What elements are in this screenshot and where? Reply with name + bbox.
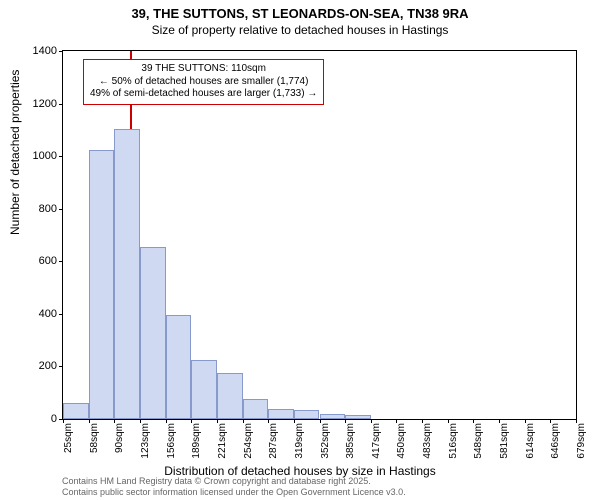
y-tick-mark	[59, 156, 63, 157]
plot-area: 39 THE SUTTONS: 110sqm ← 50% of detached…	[62, 50, 577, 420]
x-tick-mark	[243, 419, 244, 423]
y-tick-mark	[59, 366, 63, 367]
histogram-bar	[140, 247, 166, 419]
annotation-line-2: ← 50% of detached houses are smaller (1,…	[90, 76, 317, 89]
x-tick-label: 548sqm	[473, 423, 484, 459]
x-tick-mark	[217, 419, 218, 423]
y-tick-label: 1000	[33, 150, 57, 162]
histogram-bar	[191, 360, 217, 419]
footer-line-2: Contains public sector information licen…	[62, 487, 406, 498]
chart-title: 39, THE SUTTONS, ST LEONARDS-ON-SEA, TN3…	[0, 0, 600, 23]
x-tick-label: 581sqm	[499, 423, 510, 459]
y-tick-mark	[59, 104, 63, 105]
histogram-bar	[114, 129, 140, 419]
histogram-bar	[320, 414, 346, 419]
chart-container: 39, THE SUTTONS, ST LEONARDS-ON-SEA, TN3…	[0, 0, 600, 500]
x-tick-mark	[89, 419, 90, 423]
histogram-bar	[345, 415, 371, 419]
x-tick-mark	[550, 419, 551, 423]
x-tick-label: 25sqm	[63, 423, 74, 453]
x-tick-mark	[140, 419, 141, 423]
x-tick-mark	[396, 419, 397, 423]
footer-line-1: Contains HM Land Registry data © Crown c…	[62, 476, 406, 487]
y-tick-mark	[59, 51, 63, 52]
x-tick-label: 646sqm	[550, 423, 561, 459]
x-tick-label: 417sqm	[371, 423, 382, 459]
x-tick-mark	[576, 419, 577, 423]
x-tick-label: 221sqm	[217, 423, 228, 459]
x-tick-mark	[473, 419, 474, 423]
y-tick-mark	[59, 261, 63, 262]
x-tick-label: 516sqm	[448, 423, 459, 459]
histogram-bar	[217, 373, 243, 419]
x-tick-label: 254sqm	[243, 423, 254, 459]
y-tick-label: 1400	[33, 45, 57, 57]
x-tick-label: 58sqm	[89, 423, 100, 453]
x-tick-mark	[499, 419, 500, 423]
x-tick-label: 614sqm	[525, 423, 536, 459]
x-tick-label: 287sqm	[268, 423, 279, 459]
chart-subtitle: Size of property relative to detached ho…	[0, 23, 600, 41]
x-tick-label: 123sqm	[140, 423, 151, 459]
x-tick-label: 90sqm	[114, 423, 125, 453]
x-tick-mark	[191, 419, 192, 423]
x-tick-mark	[114, 419, 115, 423]
annotation-box: 39 THE SUTTONS: 110sqm ← 50% of detached…	[83, 59, 324, 105]
x-tick-mark	[268, 419, 269, 423]
x-tick-mark	[345, 419, 346, 423]
x-tick-mark	[294, 419, 295, 423]
y-tick-label: 1200	[33, 98, 57, 110]
y-tick-label: 400	[39, 308, 57, 320]
x-tick-label: 352sqm	[320, 423, 331, 459]
histogram-bar	[63, 403, 89, 419]
x-tick-label: 483sqm	[422, 423, 433, 459]
x-tick-label: 319sqm	[294, 423, 305, 459]
x-tick-label: 189sqm	[191, 423, 202, 459]
y-tick-label: 200	[39, 360, 57, 372]
histogram-bar	[166, 315, 192, 419]
x-tick-mark	[166, 419, 167, 423]
annotation-line-3: 49% of semi-detached houses are larger (…	[90, 88, 317, 101]
x-tick-mark	[320, 419, 321, 423]
x-tick-mark	[63, 419, 64, 423]
x-tick-mark	[371, 419, 372, 423]
histogram-bar	[294, 410, 320, 419]
x-tick-label: 156sqm	[166, 423, 177, 459]
y-tick-label: 0	[51, 413, 57, 425]
x-tick-mark	[525, 419, 526, 423]
x-tick-mark	[448, 419, 449, 423]
x-tick-label: 450sqm	[396, 423, 407, 459]
y-tick-mark	[59, 314, 63, 315]
y-axis-label: Number of detached properties	[8, 70, 22, 235]
annotation-line-1: 39 THE SUTTONS: 110sqm	[90, 63, 317, 76]
y-tick-label: 600	[39, 255, 57, 267]
histogram-bar	[243, 399, 269, 419]
y-tick-mark	[59, 209, 63, 210]
footer: Contains HM Land Registry data © Crown c…	[62, 476, 406, 498]
x-tick-label: 385sqm	[345, 423, 356, 459]
histogram-bar	[268, 409, 294, 420]
x-tick-label: 679sqm	[576, 423, 587, 459]
x-tick-mark	[422, 419, 423, 423]
y-tick-label: 800	[39, 203, 57, 215]
histogram-bar	[89, 150, 115, 419]
